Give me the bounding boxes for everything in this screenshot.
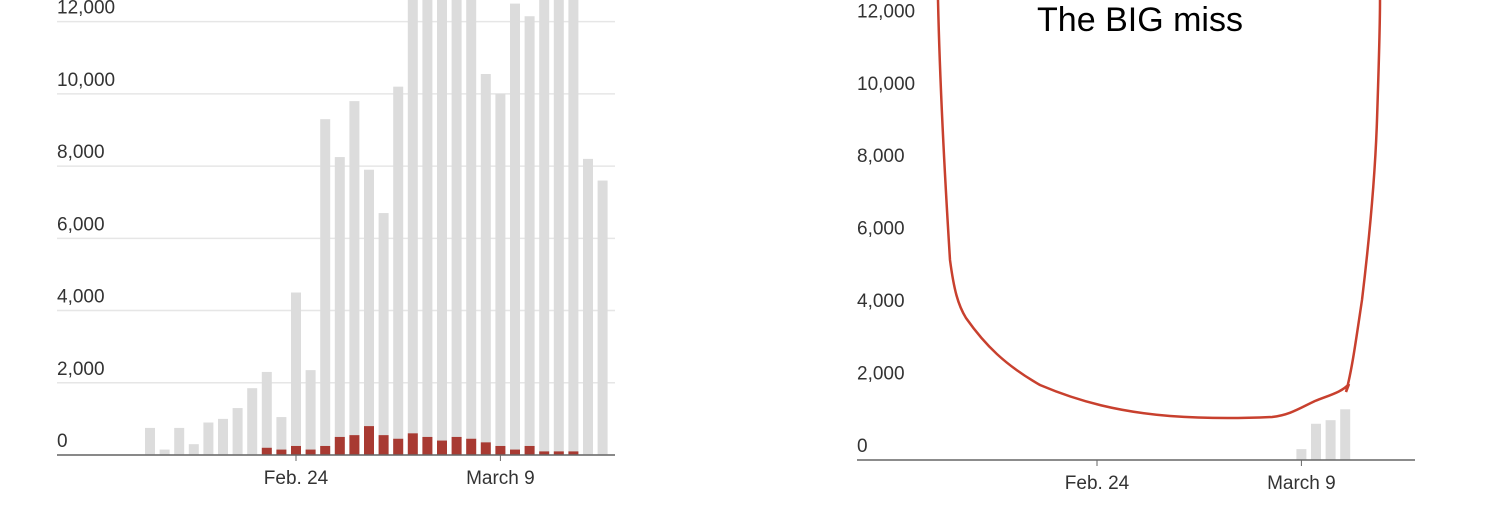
hand-drawn-curve — [936, 0, 1382, 420]
y-tick-label: 4,000 — [857, 291, 905, 312]
y-tick-label: 2,000 — [857, 364, 905, 385]
bar — [1325, 420, 1336, 460]
bar — [334, 436, 345, 455]
bar — [305, 449, 316, 455]
bar — [378, 213, 389, 455]
bar — [553, 0, 564, 455]
bar — [1311, 423, 1321, 460]
bar — [524, 445, 535, 455]
y-tick-label: 0 — [57, 431, 68, 452]
y-tick-label: 0 — [857, 436, 868, 457]
bar — [261, 447, 272, 455]
bar — [320, 445, 331, 455]
bar — [145, 427, 155, 455]
bar — [320, 119, 331, 456]
bar — [510, 3, 520, 455]
bar — [364, 426, 374, 455]
bar — [378, 435, 389, 455]
y-tick-label: 10,000 — [57, 70, 115, 91]
y-tick-label: 10,000 — [857, 74, 915, 95]
bar — [451, 0, 462, 455]
bar — [203, 422, 214, 455]
bar — [393, 438, 404, 455]
bar — [1340, 409, 1351, 460]
right-chart: 0 2,000 4,000 6,000 8,000 10,000 12,000 Feb. 24… — [857, 1, 1415, 494]
bar — [539, 451, 550, 455]
annotation: The BIG miss — [1037, 1, 1243, 39]
x-tick-label: Feb. 24 — [1065, 473, 1130, 494]
bar — [218, 418, 228, 455]
bar — [276, 417, 287, 455]
bar — [510, 449, 520, 455]
y-tick-label: 12,000 — [57, 0, 115, 19]
bar — [349, 435, 360, 455]
bar — [159, 449, 170, 455]
y-tick-label: 8,000 — [857, 146, 905, 167]
bar — [466, 438, 477, 455]
bar — [1296, 449, 1307, 460]
bar — [597, 180, 608, 456]
y-tick-label: 6,000 — [57, 214, 105, 235]
bar — [276, 449, 287, 455]
bar — [437, 0, 447, 455]
bar — [480, 74, 491, 456]
left-chart: 0 2,000 4,000 6,000 8,000 10,000 12,000 Feb. 24… — [57, 0, 615, 489]
bar — [407, 0, 418, 455]
x-tick-label: Feb. 24 — [264, 468, 329, 489]
bar — [188, 444, 199, 455]
bar — [524, 16, 535, 455]
bar — [422, 436, 433, 455]
bar — [451, 436, 462, 455]
y-tick-label: 12,000 — [857, 1, 915, 22]
bar — [261, 371, 272, 455]
bar — [291, 445, 301, 455]
bar — [334, 157, 345, 456]
bar — [232, 408, 243, 455]
bar — [480, 442, 491, 455]
bar — [174, 427, 185, 455]
bar — [291, 292, 301, 455]
y-tick-label: 2,000 — [57, 359, 105, 380]
bar — [495, 445, 506, 455]
bar — [247, 388, 258, 455]
x-tick-label: March 9 — [466, 468, 535, 489]
y-tick-label: 4,000 — [57, 287, 105, 308]
bar — [422, 0, 433, 455]
bar — [393, 86, 404, 456]
bar — [568, 0, 579, 455]
x-tick-label: March 9 — [1267, 473, 1336, 494]
bar — [553, 451, 564, 455]
bar — [349, 101, 360, 455]
bar — [466, 0, 477, 455]
bar — [407, 433, 418, 455]
bar — [495, 93, 506, 455]
bar — [437, 440, 447, 455]
bar — [583, 158, 593, 455]
bar — [364, 169, 374, 455]
y-tick-label: 8,000 — [57, 142, 105, 163]
y-tick-label: 6,000 — [857, 219, 905, 240]
bar — [305, 370, 316, 455]
bar — [568, 451, 579, 455]
bar — [539, 0, 550, 455]
